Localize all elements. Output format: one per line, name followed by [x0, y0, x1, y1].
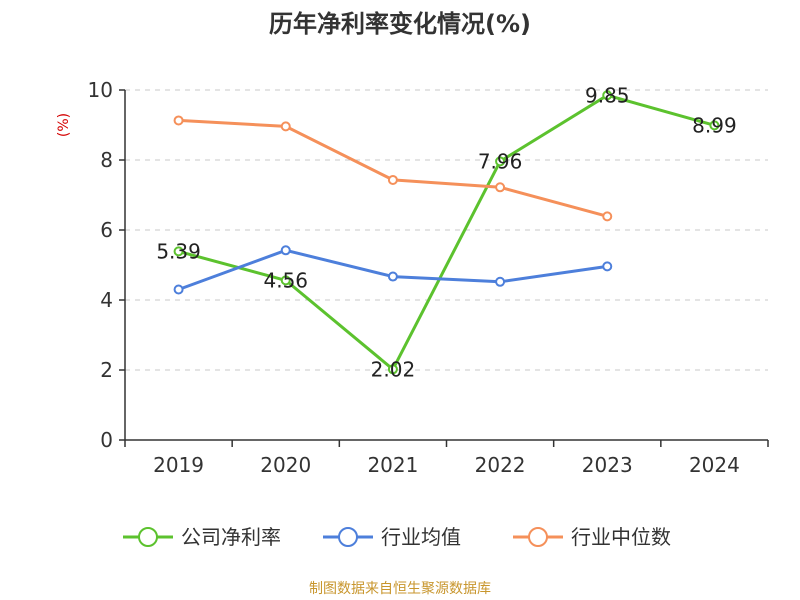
- data-labels: 5.39 4.56 2.02 7.96 9.85 8.99: [156, 83, 736, 381]
- data-point[interactable]: [280, 245, 291, 256]
- legend-label: 行业中位数: [571, 525, 671, 549]
- legend-label: 行业均值: [381, 525, 461, 549]
- data-point[interactable]: [280, 121, 291, 132]
- data-point[interactable]: [280, 275, 291, 286]
- legend-label: 公司净利率: [181, 525, 281, 549]
- data-point[interactable]: [495, 182, 506, 193]
- chart-title: 历年净利率变化情况(%): [269, 10, 531, 38]
- series-lines: [173, 90, 720, 375]
- data-point[interactable]: [495, 276, 506, 287]
- data-label: 5.39: [156, 239, 201, 263]
- legend-item[interactable]: 行业均值: [323, 525, 461, 549]
- data-point[interactable]: [387, 364, 398, 375]
- x-tick-label: 2020: [260, 453, 311, 477]
- data-label: 8.99: [692, 113, 737, 137]
- data-point[interactable]: [173, 246, 184, 257]
- x-tick-label: 2019: [153, 453, 204, 477]
- grid-lines: [125, 89, 768, 371]
- data-point[interactable]: [602, 211, 613, 222]
- legend-marker: [528, 527, 548, 547]
- y-tick-label: 4: [100, 288, 113, 312]
- data-label: 4.56: [263, 268, 308, 292]
- legend-marker: [338, 527, 358, 547]
- legend-item[interactable]: 行业中位数: [513, 525, 671, 549]
- data-label: 9.85: [585, 83, 630, 107]
- legend-marker: [138, 527, 158, 547]
- y-tick-label: 10: [88, 78, 113, 102]
- data-point[interactable]: [709, 120, 720, 131]
- data-point[interactable]: [602, 90, 613, 101]
- y-tick-label: 0: [100, 428, 113, 452]
- data-point[interactable]: [495, 156, 506, 167]
- legend-item[interactable]: 公司净利率: [123, 525, 281, 549]
- x-tick-label: 2022: [475, 453, 526, 477]
- axes: 0 2 4 6 8 10 2019 2020 2021 2022 2023 2024: [88, 78, 769, 477]
- x-tick-label: 2023: [582, 453, 633, 477]
- series-line: [178, 93, 715, 371]
- y-tick-label: 8: [100, 148, 113, 172]
- x-tick-label: 2024: [689, 453, 740, 477]
- data-point[interactable]: [173, 115, 184, 126]
- data-label: 7.96: [478, 149, 523, 173]
- data-source-note: 制图数据来自恒生聚源数据库: [309, 581, 491, 597]
- x-tick-label: 2021: [367, 453, 418, 477]
- data-point[interactable]: [173, 284, 184, 295]
- data-label: 2.02: [371, 357, 416, 381]
- data-point[interactable]: [387, 271, 398, 282]
- y-tick-label: 6: [100, 218, 113, 242]
- legend[interactable]: 公司净利率 行业均值 行业中位数: [123, 525, 671, 549]
- data-point[interactable]: [387, 174, 398, 185]
- data-point[interactable]: [602, 261, 613, 272]
- y-tick-label: 2: [100, 358, 113, 382]
- y-axis-unit-label: (%): [56, 113, 72, 137]
